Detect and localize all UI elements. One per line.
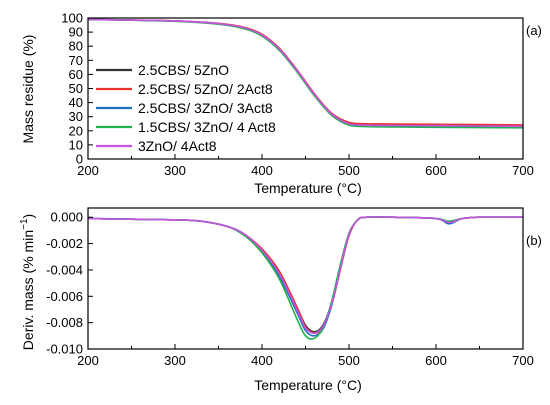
x-tick-label: 700 (512, 353, 534, 368)
y-tick-label: 100 (61, 11, 83, 26)
legend-label: 2.5CBS/ 5ZnO/ 2Act8 (138, 81, 273, 97)
panel-a-xlabel-main: Temperature ( (254, 180, 341, 196)
panel-b-series-group (87, 216, 524, 340)
x-tick-label: 200 (77, 353, 99, 368)
panel-b-xlabel: Temperature (°C) (254, 377, 362, 393)
y-tick-label: 70 (69, 53, 83, 68)
panel-b-plot-frame (87, 207, 524, 350)
x-tick-label: 400 (251, 353, 273, 368)
panel-b-derivative-mass: 200 300 400 500 600 700 0.000 -0.002 -0.004 -0.00… (19, 207, 542, 393)
panel-b-xlabel-unit: °C) (341, 377, 361, 393)
panel-b-ylabel: Deriv. mass (% min−1) (19, 214, 36, 350)
y-tick-label: 20 (69, 123, 83, 138)
panel-b-ylabel-end: ) (20, 214, 36, 219)
x-tick-label: 300 (164, 353, 186, 368)
panel-b-ticks: 200 300 400 500 600 700 0.000 -0.002 -0.004 -0.00… (46, 210, 534, 368)
y-tick-label: 40 (69, 95, 83, 110)
y-tick-label: 10 (69, 137, 83, 152)
y-tick-label: -0.010 (46, 342, 83, 357)
panel-b-ylabel-sup: −1 (19, 218, 30, 230)
series-line (87, 216, 524, 335)
panel-a-xlabel: Temperature (°C) (254, 180, 362, 196)
panel-a-label: (a) (526, 23, 542, 38)
series-line (87, 216, 524, 337)
y-tick-label: -0.008 (46, 315, 83, 330)
panel-a-plot-frame (87, 17, 524, 160)
x-tick-label: 500 (338, 163, 360, 178)
legend-label: 3ZnO/ 4Act8 (138, 138, 217, 154)
series-line (87, 216, 524, 340)
panel-a-legend: 2.5CBS/ 5ZnO 2.5CBS/ 5ZnO/ 2Act8 2.5CBS/ 3… (96, 62, 276, 154)
panel-a-mass-residue: 200 300 400 500 600 700 0102030405060708090100… (20, 11, 542, 197)
x-tick-label: 500 (338, 353, 360, 368)
y-tick-label: 30 (69, 109, 83, 124)
x-tick-label: 300 (164, 163, 186, 178)
panel-b-xlabel-main: Temperature ( (254, 377, 341, 393)
y-tick-label: 0 (76, 152, 83, 167)
panel-b-ylabel-main: Deriv. mass (% min (20, 230, 36, 350)
x-tick-label: 600 (425, 353, 447, 368)
legend-label: 2.5CBS/ 5ZnO (138, 62, 229, 78)
y-tick-label: 50 (69, 81, 83, 96)
y-tick-label: 80 (69, 39, 83, 54)
y-tick-label: -0.004 (46, 262, 83, 277)
x-tick-label: 200 (77, 163, 99, 178)
panel-b-label: (b) (526, 233, 542, 248)
x-tick-label: 400 (251, 163, 273, 178)
series-line (87, 18, 524, 128)
y-tick-label: -0.002 (46, 236, 83, 251)
panel-a-ylabel: Mass residue (%) (20, 35, 36, 144)
panel-a-series-group (87, 18, 524, 129)
y-tick-label: -0.006 (46, 289, 83, 304)
x-tick-label: 600 (425, 163, 447, 178)
panel-a-xlabel-unit: °C) (341, 180, 361, 196)
x-tick-label: 700 (512, 163, 534, 178)
legend-label: 1.5CBS/ 3ZnO/ 4 Act8 (138, 119, 276, 135)
series-line (87, 216, 524, 333)
y-tick-label: 0.000 (50, 210, 83, 225)
series-line (87, 216, 524, 334)
legend-label: 2.5CBS/ 3ZnO/ 3Act8 (138, 100, 273, 116)
y-tick-label: 90 (69, 25, 83, 40)
y-tick-label: 60 (69, 67, 83, 82)
